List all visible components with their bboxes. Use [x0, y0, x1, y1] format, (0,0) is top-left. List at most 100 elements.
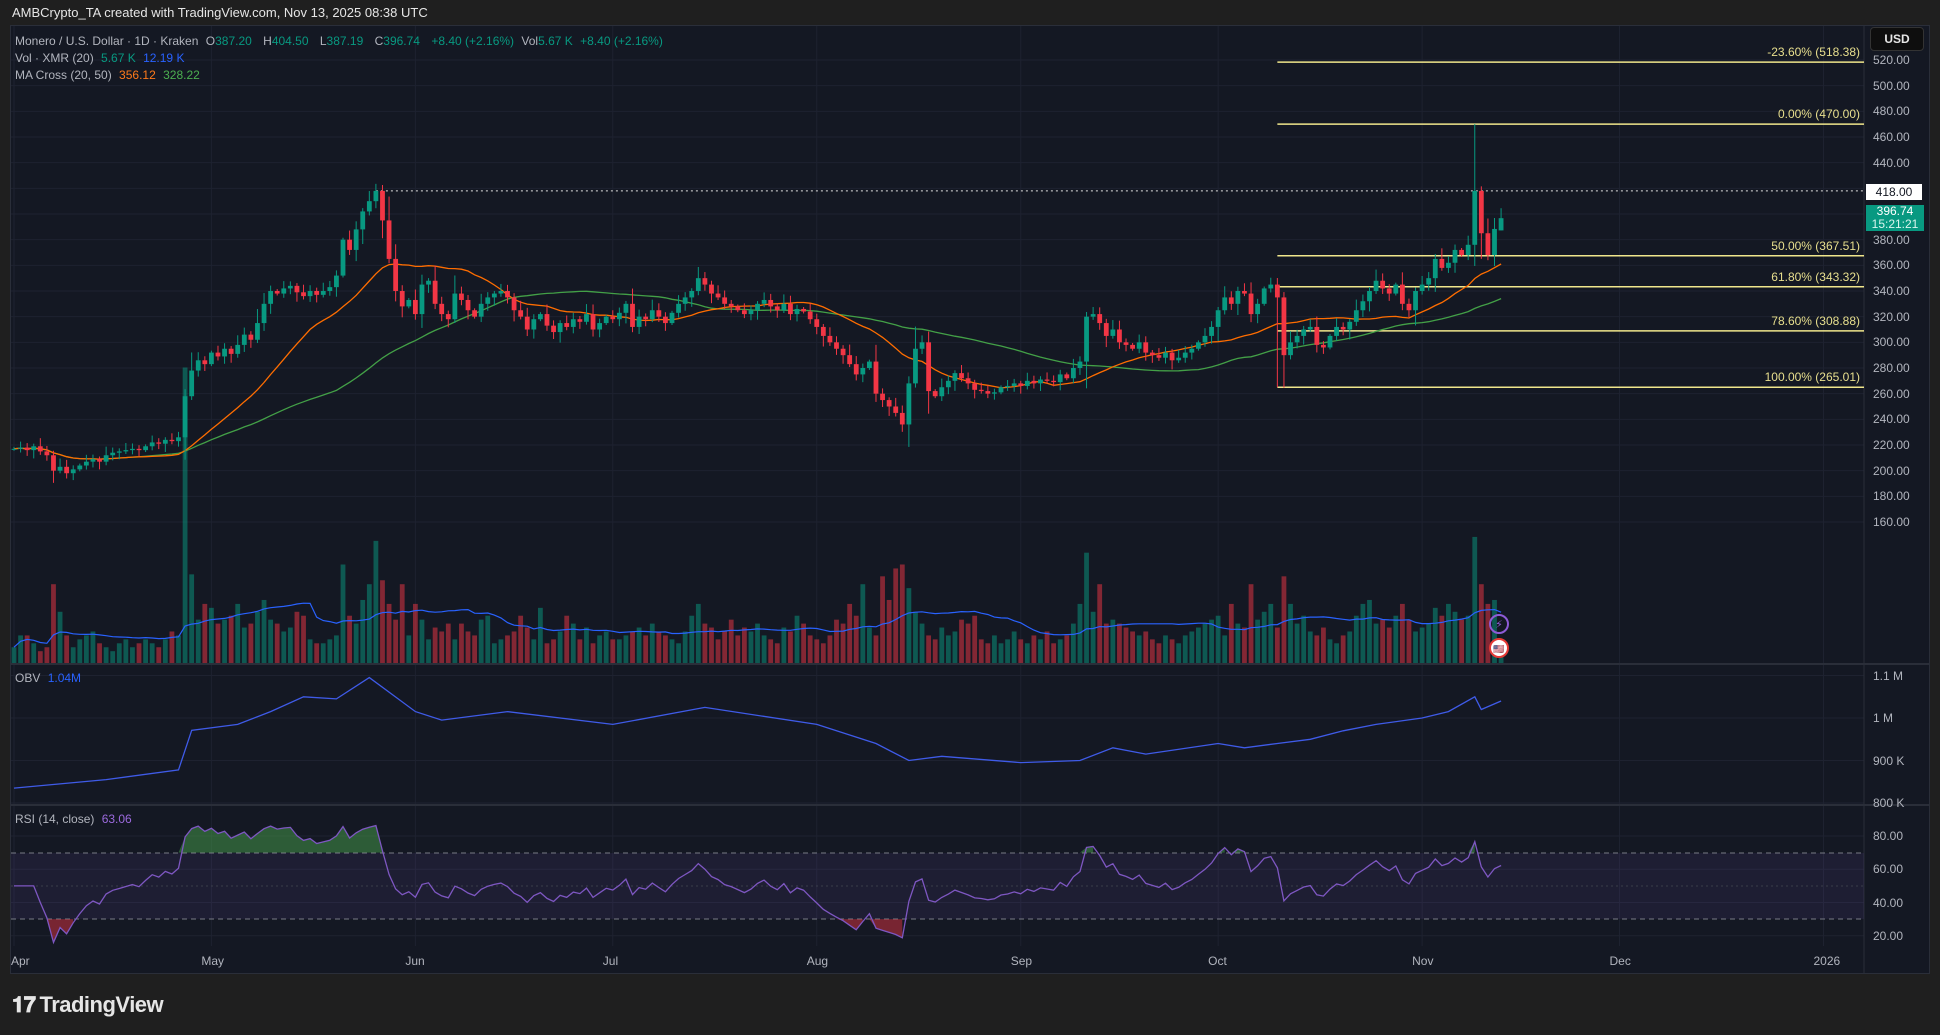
- volume-bar: [1367, 599, 1372, 663]
- obv-tick-label: 800 K: [1873, 796, 1905, 810]
- volume-bar: [1123, 627, 1129, 663]
- candle: [695, 266, 701, 296]
- volume-bar: [1156, 643, 1162, 663]
- volume-bar: [393, 619, 399, 663]
- brand-name: TradingView: [39, 992, 164, 1017]
- volume-bar: [294, 611, 300, 663]
- candle-body: [781, 303, 787, 311]
- candle-body: [676, 303, 681, 313]
- candle-body: [926, 342, 932, 392]
- tradingview-logo[interactable]: 𝟏𝟕 TradingView: [12, 992, 164, 1018]
- candle-body: [630, 303, 635, 327]
- candle-body: [1242, 290, 1247, 294]
- candle: [90, 454, 96, 468]
- volume-bar: [327, 639, 333, 663]
- price-tick-label: 440.00: [1873, 155, 1910, 170]
- lightning-event-icon[interactable]: ⚡: [1489, 614, 1509, 634]
- candle: [1380, 273, 1386, 294]
- candle-body: [623, 303, 629, 313]
- candle: [906, 376, 912, 447]
- candle-body: [557, 323, 563, 333]
- chart-panel[interactable]: [10, 25, 1930, 974]
- price-tick-label: 320.00: [1873, 309, 1910, 324]
- fib-level-label: 61.80% (343.32): [1771, 269, 1860, 284]
- candle-body: [1222, 297, 1228, 311]
- candle: [992, 388, 997, 400]
- candle-body: [274, 290, 280, 294]
- candle: [840, 345, 846, 364]
- candle-body: [255, 323, 260, 340]
- candle-body: [459, 293, 464, 300]
- rsi-legend[interactable]: RSI (14, close) 63.06: [15, 812, 136, 826]
- obv-tick-label: 900 K: [1873, 753, 1905, 768]
- candle-body: [268, 290, 274, 304]
- candle: [794, 304, 800, 322]
- rsi-tick-label: 80.00: [1873, 829, 1904, 843]
- candle-body: [1235, 290, 1241, 304]
- symbol-legend[interactable]: Monero / U.S. Dollar · 1D · Kraken O387.…: [15, 34, 671, 48]
- candle: [1196, 340, 1201, 351]
- volume-bar: [1084, 552, 1089, 663]
- candle: [610, 310, 616, 324]
- volume-bar: [978, 639, 984, 663]
- us-flag-event-icon[interactable]: 🇺🇸: [1489, 638, 1509, 658]
- candle-body: [755, 303, 760, 311]
- volume-bar: [715, 639, 721, 663]
- volume-bar: [649, 623, 655, 663]
- volume-bar: [123, 639, 129, 663]
- candle-body: [1301, 329, 1307, 336]
- candle: [945, 375, 951, 395]
- volume-bar: [518, 615, 524, 663]
- volume-bar: [1472, 536, 1478, 663]
- candle-body: [1077, 361, 1083, 368]
- candle: [261, 293, 267, 331]
- volume-bar: [1301, 615, 1307, 663]
- candle: [1163, 346, 1168, 364]
- volume-bar: [867, 627, 872, 663]
- candle-body: [261, 303, 267, 324]
- candle-body: [1485, 233, 1491, 256]
- volume-bar: [110, 651, 116, 663]
- candle-body: [156, 442, 162, 444]
- candle: [939, 378, 945, 402]
- candle-body: [209, 352, 214, 365]
- candle-body: [959, 373, 964, 379]
- volume-indicator-legend[interactable]: Vol · XMR (20) 5.67 K 12.19 K: [15, 51, 188, 65]
- volume-bar: [774, 643, 780, 663]
- candle: [788, 295, 793, 321]
- volume-bar: [366, 584, 372, 663]
- candle: [478, 293, 484, 323]
- candle-body: [228, 348, 234, 354]
- volume-bars: [11, 367, 1504, 663]
- candle-body: [176, 437, 181, 442]
- volume-bar: [209, 607, 214, 663]
- volume-bar: [1380, 619, 1386, 663]
- volume-bar: [584, 627, 589, 663]
- candle-body: [301, 292, 306, 297]
- candle-body: [294, 285, 300, 293]
- price-tick-label: 380.00: [1873, 232, 1910, 247]
- volume-bar: [248, 623, 254, 663]
- candle-body: [353, 229, 359, 250]
- volume-bar: [314, 643, 320, 663]
- currency-button[interactable]: USD: [1870, 27, 1924, 51]
- candle-body: [1281, 297, 1287, 356]
- obv-legend[interactable]: OBV 1.04M: [15, 671, 85, 685]
- candle-body: [445, 314, 451, 320]
- candle: [1439, 248, 1445, 271]
- volume-bar: [64, 635, 70, 663]
- volume-bar: [636, 627, 642, 663]
- close-label: C: [374, 34, 384, 48]
- ma-cross-legend[interactable]: MA Cross (20, 50) 356.12 328.22: [15, 68, 204, 82]
- candle: [386, 196, 392, 264]
- volume-bar: [287, 627, 293, 663]
- price-tick-label: 260.00: [1873, 386, 1910, 401]
- candle-body: [399, 290, 405, 307]
- candle: [452, 275, 458, 323]
- volume-bar: [1452, 611, 1458, 663]
- volume-bar: [478, 619, 484, 663]
- volume-bar: [919, 623, 925, 663]
- volume-bar: [261, 599, 267, 663]
- price-tick-label: 300.00: [1873, 335, 1910, 350]
